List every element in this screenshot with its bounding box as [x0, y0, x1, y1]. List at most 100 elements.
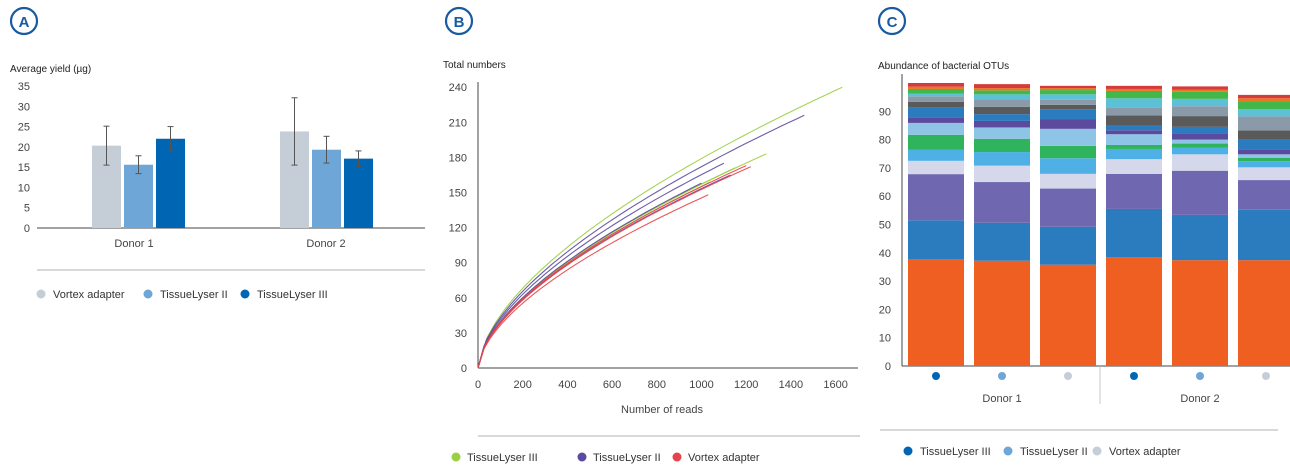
panel-c-stack-segment — [908, 96, 964, 102]
panel-c-stack-segment — [1238, 130, 1290, 140]
legend-label-tissuelyser-iii: TissueLyser III — [467, 452, 538, 464]
panel-b-y-tick-label: 180 — [449, 152, 467, 164]
panel-c-stack-segment — [1172, 133, 1228, 140]
panel-b-y-tick-label: 90 — [455, 258, 467, 270]
panel-c-stack-segment — [1106, 98, 1162, 108]
panel-c-stack-segment — [974, 99, 1030, 107]
panel-a-category-donor-2: Donor 2 — [306, 238, 345, 250]
panel-a-y-tick-label: 0 — [24, 223, 30, 235]
legend-swatch-tissuelyser-iii — [903, 446, 913, 456]
panel-c-stack-segment — [974, 222, 1030, 261]
panel-c-y-tick-label: 0 — [885, 361, 891, 373]
panel-c-y-tick-label: 30 — [879, 276, 891, 288]
legend-swatch-vortex — [36, 289, 46, 299]
panel-a-bar — [344, 158, 373, 228]
panel-c-stack-segment — [1172, 214, 1228, 261]
panel-c-stack-segment — [1106, 159, 1162, 174]
legend-swatch-tissuelyser-iii — [451, 452, 461, 462]
panel-c-y-tick-label: 50 — [879, 220, 891, 232]
panel-c-stack-segment — [974, 94, 1030, 100]
panel-c-stack-segment — [1238, 180, 1290, 210]
panel-c-y-tick-label: 70 — [879, 163, 891, 175]
panel-b-x-tick-label: 1400 — [779, 379, 803, 391]
panel-c-stack-segment — [974, 84, 1030, 89]
panel-a-legend: Vortex adapter TissueLyser II TissueLyse… — [36, 289, 328, 301]
panel-c-stack-segment — [1040, 119, 1096, 129]
panel-c-stack-segment — [908, 88, 964, 94]
panel-c-y-tick-label: 80 — [879, 135, 891, 147]
panel-c-stack-segment — [974, 114, 1030, 121]
panel-c-stack-segment — [1238, 161, 1290, 168]
panel-b-series-line — [477, 182, 702, 369]
panel-c-stack-segment — [1040, 128, 1096, 146]
legend-label-vortex: Vortex adapter — [1109, 446, 1181, 458]
panel-b-y-tick-label: 60 — [455, 293, 467, 305]
panel-c-stack-segment — [908, 101, 964, 108]
panel-c-stack-segment — [1106, 173, 1162, 209]
panel-c-y-tick-label: 20 — [879, 304, 891, 316]
panel-c-stack-segment — [1040, 264, 1096, 366]
legend-label-tissuelyser-iii: TissueLyser III — [920, 446, 991, 458]
panel-a-badge — [9, 6, 39, 36]
panel-c-stack-segment — [1172, 139, 1228, 144]
panel-b-legend: TissueLyser III TissueLyser II Vortex ad… — [451, 452, 760, 464]
panel-a-y-ticks: 0 5 10 15 20 25 30 35 — [18, 81, 30, 235]
panel-c-stack-segment — [974, 182, 1030, 223]
panel-a-y-tick-label: 10 — [18, 182, 30, 194]
panel-b-x-tick-label: 1200 — [734, 379, 758, 391]
panel-c-bar-marker — [932, 372, 940, 380]
panel-c-stack-segment — [1040, 158, 1096, 174]
panel-c-stack-segment — [1040, 226, 1096, 265]
panel-b-badge — [444, 6, 474, 36]
panel-a-y-tick-label: 25 — [18, 122, 30, 134]
panel-c-stack-segment — [1040, 90, 1096, 95]
panel-c-y-tick-label: 40 — [879, 248, 891, 260]
panel-a-y-tick-label: 30 — [18, 101, 30, 113]
panel-b-x-tick-label: 800 — [648, 379, 666, 391]
panel-a-y-tick-label: 5 — [24, 203, 30, 215]
panel-a-bar — [156, 138, 185, 228]
panel-c-legend: TissueLyser III TissueLyser II Vortex ad… — [903, 446, 1181, 458]
legend-label-tissuelyser-ii: TissueLyser II — [1020, 446, 1088, 458]
panel-b-y-tick-label: 210 — [449, 117, 467, 129]
panel-c-stack-segment — [1238, 260, 1290, 366]
panel-c-stack-segment — [908, 122, 964, 135]
legend-label-vortex: Vortex adapter — [688, 452, 760, 464]
panel-b-x-tick-label: 0 — [475, 379, 481, 391]
panel-a: A Average yield (µg) 0 5 10 15 20 25 30 35 Dono… — [9, 6, 425, 301]
panel-c-bar-marker — [1130, 372, 1138, 380]
panel-c-stack-segment — [1106, 148, 1162, 160]
panel-b-y-tick-label: 120 — [449, 223, 467, 235]
panel-b-y-tick-label: 240 — [449, 82, 467, 94]
legend-swatch-tissuelyser-iii — [240, 289, 250, 299]
panel-b-y-tick-label: 150 — [449, 188, 467, 200]
panel-c-stack-segment — [1172, 89, 1228, 92]
panel-b-series-line — [477, 86, 843, 369]
panel-c-stack-segment — [1238, 98, 1290, 102]
panel-c-bars — [908, 83, 1290, 366]
panel-b-xlabel: Number of reads — [621, 404, 703, 416]
panel-c-stack-segment — [908, 174, 964, 221]
panel-c-group-donor-1: Donor 1 — [982, 393, 1021, 405]
panel-c-stack-segment — [908, 86, 964, 89]
panel-c-bar-markers — [932, 372, 1270, 380]
panel-c-stack-segment — [1238, 101, 1290, 110]
panel-c-stack-segment — [908, 93, 964, 97]
panel-b-ylabel: Total numbers — [443, 60, 506, 71]
panel-c-stack-segment — [1172, 154, 1228, 171]
panel-c-bar-marker — [1064, 372, 1072, 380]
panel-c-y-tick-label: 10 — [879, 333, 891, 345]
panel-a-ylabel: Average yield (µg) — [10, 64, 91, 75]
panel-c-stack-segment — [974, 138, 1030, 153]
panel-c-stack-segment — [908, 160, 964, 175]
panel-c-stack-segment — [1040, 145, 1096, 159]
panel-c-stack-segment — [974, 260, 1030, 366]
panel-b-x-tick-label: 600 — [603, 379, 621, 391]
panel-c-stack-segment — [1172, 143, 1228, 148]
panel-c-stack-segment — [908, 259, 964, 366]
panel-c-stack-segment — [1172, 147, 1228, 155]
panel-c-stack-segment — [1106, 257, 1162, 366]
panel-b-x-tick-label: 400 — [558, 379, 576, 391]
panel-c-stack-segment — [1172, 86, 1228, 90]
panel-b-y-tick-label: 30 — [455, 328, 467, 340]
